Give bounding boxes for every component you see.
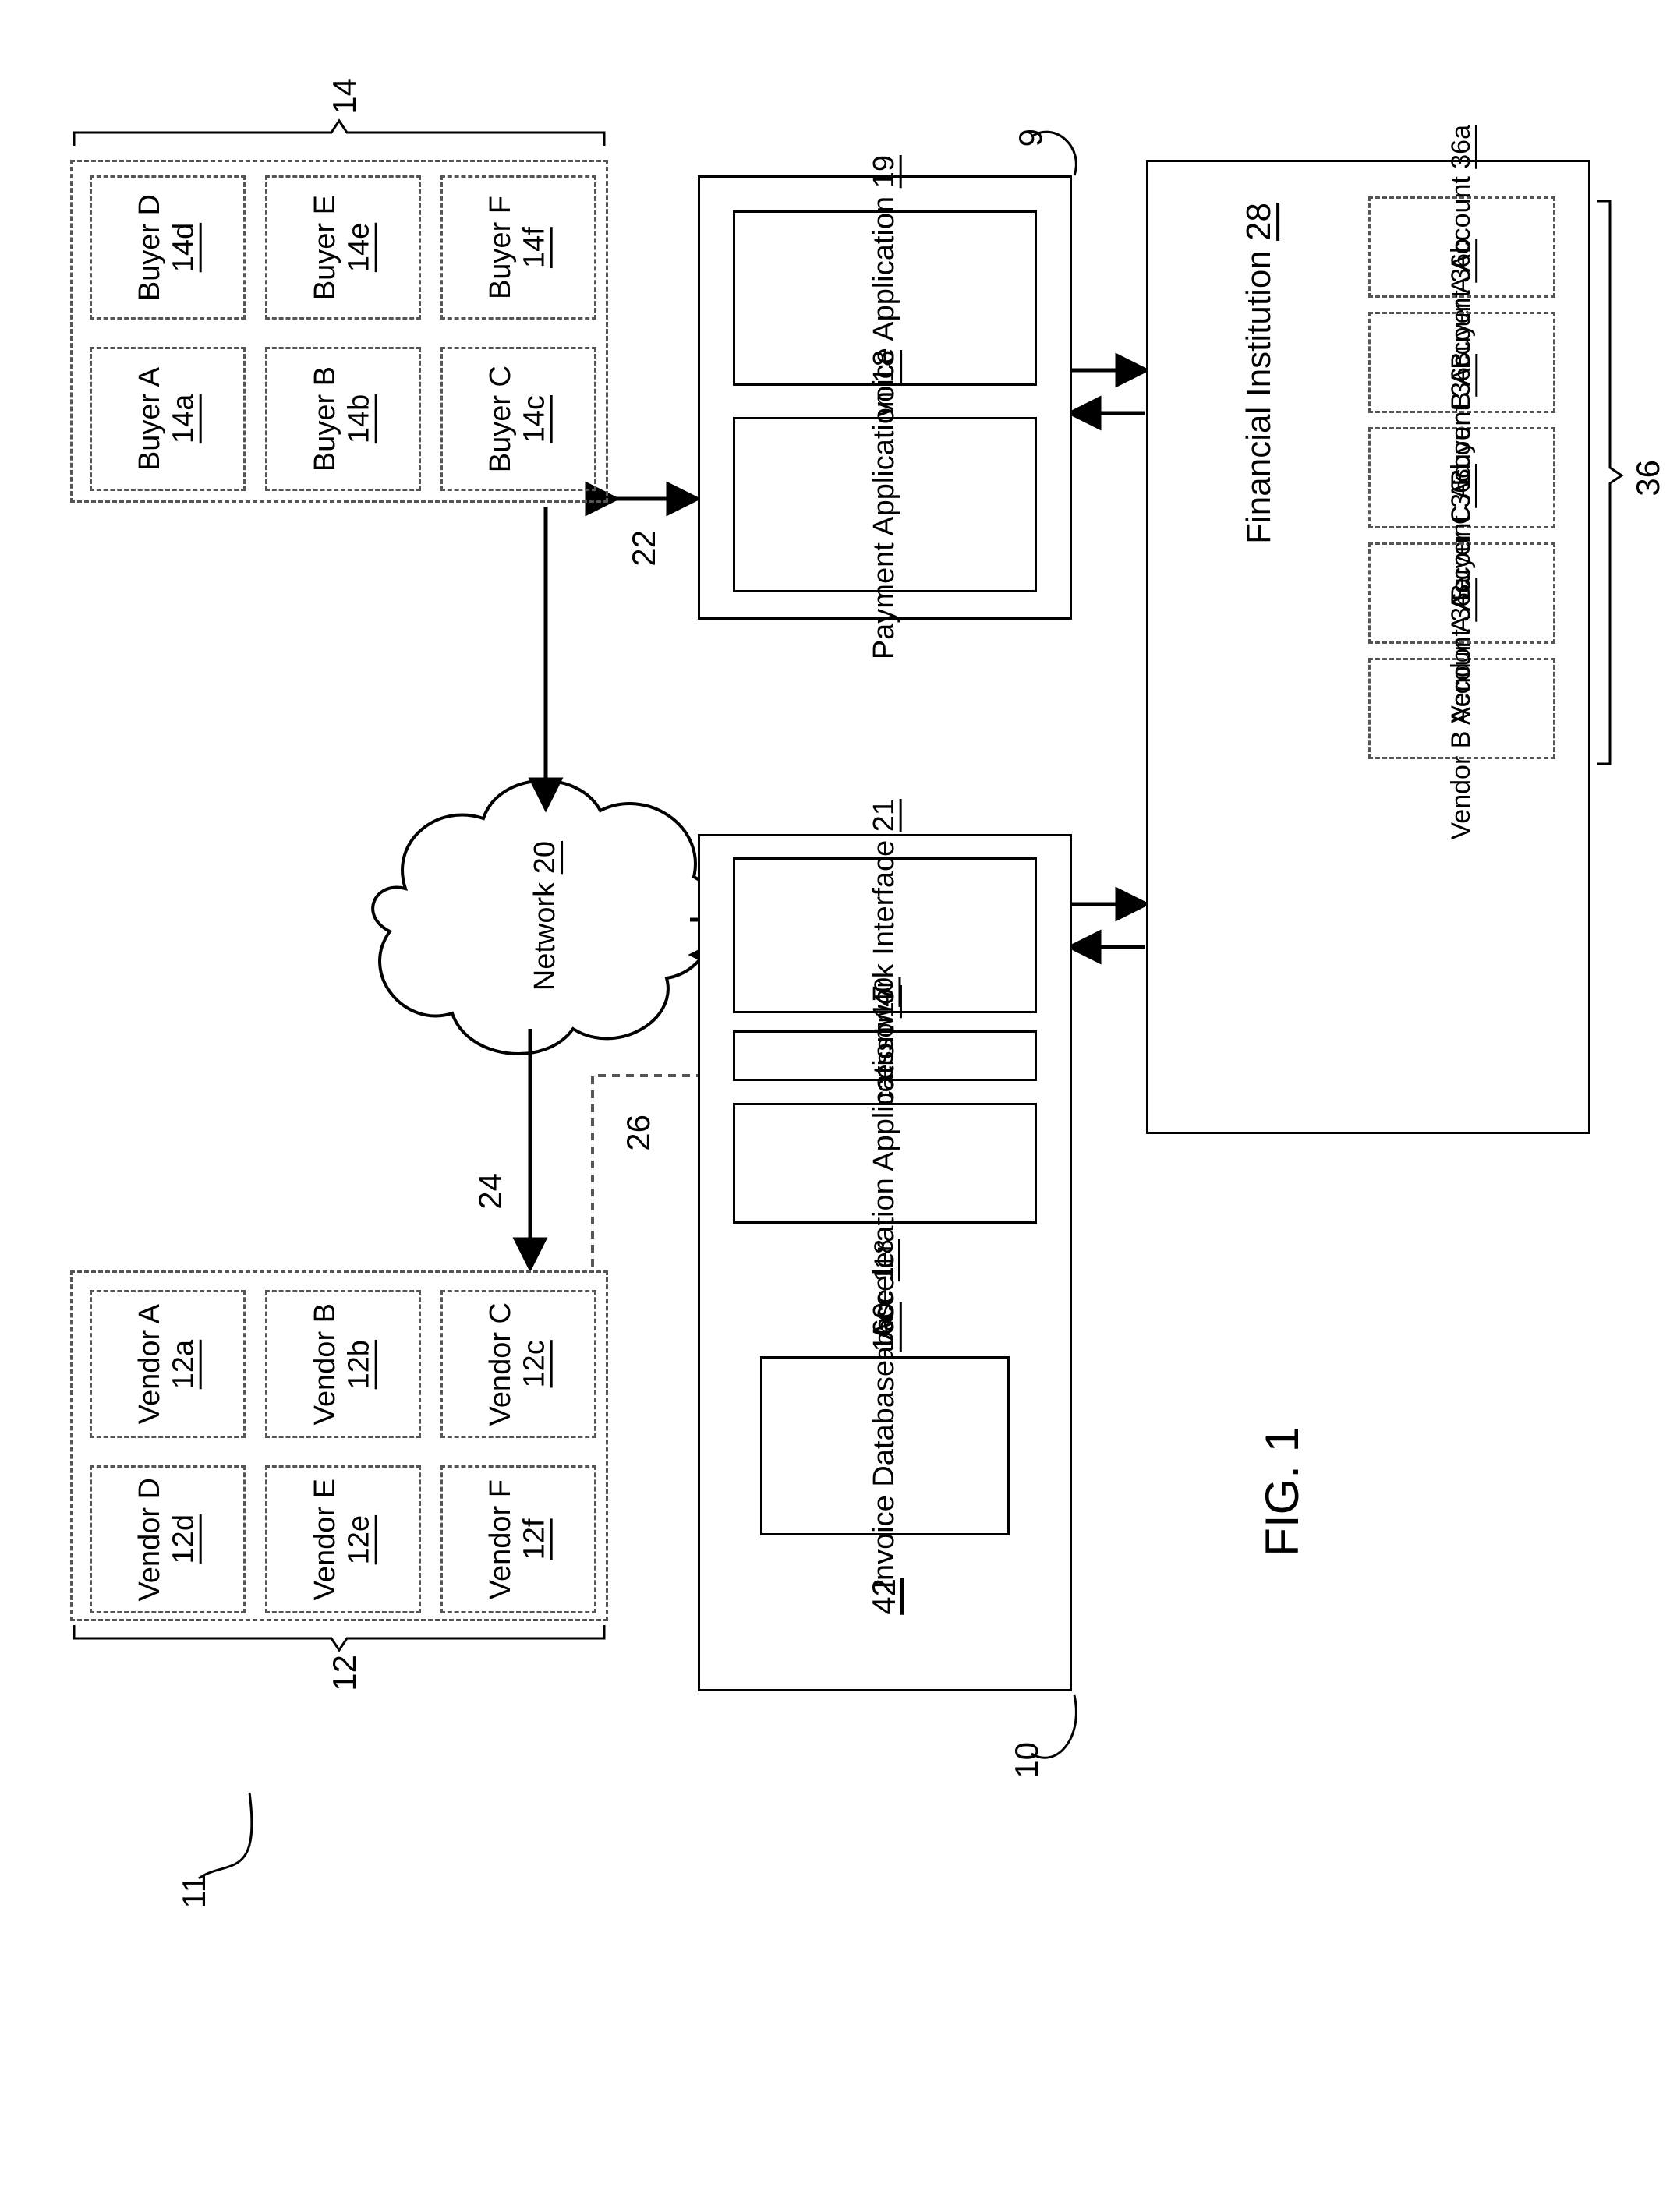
vendor-cell: Vendor E12e xyxy=(265,1465,421,1613)
admin-ref: 9 xyxy=(1012,129,1049,147)
buyer-cell: Buyer B14b xyxy=(265,347,421,491)
vendor-cell: Vendor F12f xyxy=(440,1465,596,1613)
vendor-cell: Vendor B12b xyxy=(265,1290,421,1438)
buyer-cell: Buyer D14d xyxy=(90,175,246,320)
arrow-22-ref: 22 xyxy=(625,530,663,567)
network-label: Network 20 xyxy=(468,838,624,994)
buyer-cell: Buyer F14f xyxy=(440,175,596,320)
leadline-11 xyxy=(199,1793,252,1878)
vendor-cell: Vendor D12d xyxy=(90,1465,246,1613)
figure-label: FIG. 1 xyxy=(1255,1426,1309,1557)
arrow-26-ref: 26 xyxy=(620,1115,657,1151)
invoice-db-box: Invoice Database 160 xyxy=(760,1356,1010,1535)
arrow-24-ref: 24 xyxy=(472,1173,509,1210)
accounts-ref: 36 xyxy=(1629,460,1667,496)
acceleration-app-box: Acceleration Application 17 xyxy=(733,1103,1037,1224)
account-cell: Vendor B Account 36e xyxy=(1368,658,1555,759)
buyers-ref: 14 xyxy=(326,78,363,115)
system-ref: 11 xyxy=(175,1875,213,1909)
vendors-ref: 12 xyxy=(326,1655,363,1691)
buyer-cell: Buyer E14e xyxy=(265,175,421,320)
bracket-buyers xyxy=(74,121,604,146)
platform-ref: 10 xyxy=(1008,1742,1046,1779)
bracket-accounts xyxy=(1597,201,1622,764)
vendor-cell: Vendor A12a xyxy=(90,1290,246,1438)
vendor-cell: Vendor C12c xyxy=(440,1290,596,1438)
payment-app-box: Payment Application 18 xyxy=(733,417,1037,592)
buyer-cell: Buyer C14c xyxy=(440,347,596,491)
bracket-vendors xyxy=(74,1625,604,1650)
financial-label: Financial Institution 28 xyxy=(1177,203,1341,748)
buyer-cell: Buyer A14a xyxy=(90,347,246,491)
memory-ref: 42 xyxy=(865,1578,903,1615)
